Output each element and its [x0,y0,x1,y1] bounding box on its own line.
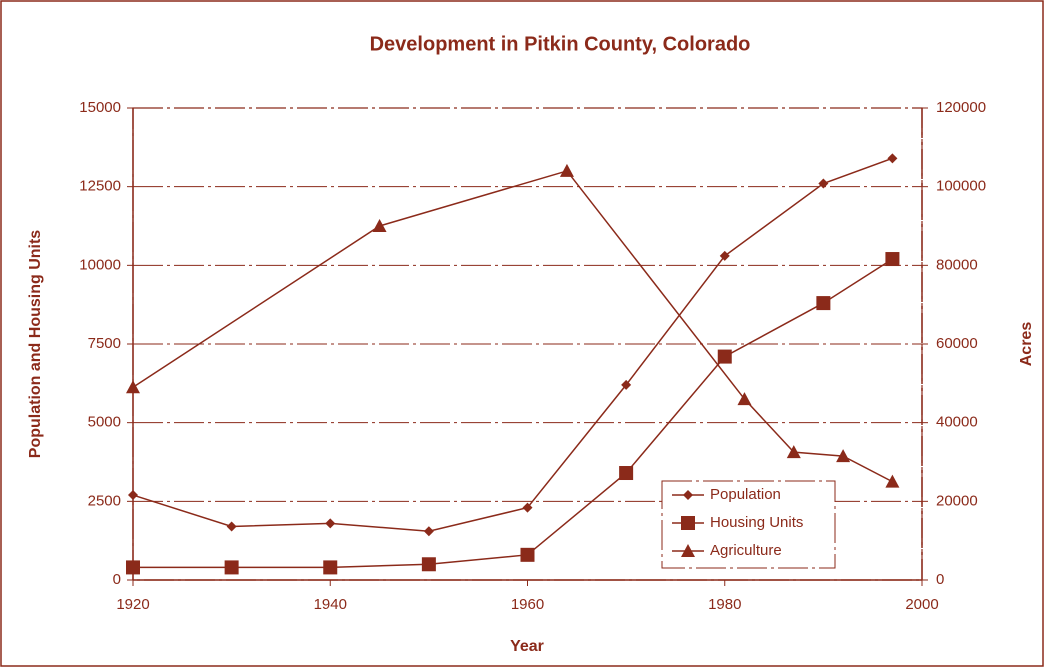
x-axis-label: Year [510,638,544,655]
series-line [132,170,893,483]
marker [423,526,434,537]
y-tick-label: 2500 [88,492,121,509]
marker [818,178,829,189]
marker [836,449,851,463]
x-tick-label: 2000 [905,596,938,613]
marker [224,560,239,575]
y-tick-label: 12500 [79,178,121,195]
y2-axis-label: Acres [1018,322,1035,367]
y-tick-label: 15000 [79,99,121,116]
marker [885,252,900,267]
marker [885,474,900,488]
series-line [132,157,893,532]
legend-marker [683,490,693,500]
y-tick-label: 5000 [88,414,121,431]
legend-label: Agriculture [710,542,782,559]
marker [323,560,338,575]
marker [619,466,634,481]
marker [325,518,336,529]
marker [126,380,140,394]
marker [522,502,533,513]
y2-tick-label: 120000 [936,99,986,116]
marker [621,379,632,390]
y-tick-label: 7500 [88,335,121,352]
y2-tick-label: 0 [936,571,944,588]
marker [128,490,138,501]
marker [786,445,801,459]
y-axis-label: Population and Housing Units [27,230,44,459]
x-tick-label: 1920 [116,596,149,613]
marker [719,250,730,261]
marker [816,296,831,311]
y-tick-label: 10000 [79,256,121,273]
x-tick-label: 1940 [314,596,347,613]
y2-tick-label: 60000 [936,335,978,352]
legend-marker [681,516,695,530]
marker [520,547,535,562]
marker [421,557,436,572]
marker [126,560,140,575]
marker [737,392,752,406]
y2-tick-label: 80000 [936,256,978,273]
legend-label: Population [710,486,781,503]
marker [887,153,898,164]
y-tick-label: 0 [113,571,121,588]
x-tick-label: 1960 [511,596,544,613]
marker [226,521,237,532]
legend-marker [681,544,695,557]
marker [372,219,387,232]
marker [717,349,732,364]
chart-title: Development in Pitkin County, Colorado [370,33,751,55]
y2-tick-label: 100000 [936,178,986,195]
x-tick-label: 1980 [708,596,741,613]
y2-tick-label: 40000 [936,414,978,431]
legend-label: Housing Units [710,514,803,531]
marker [559,163,574,177]
y2-tick-label: 20000 [936,492,978,509]
